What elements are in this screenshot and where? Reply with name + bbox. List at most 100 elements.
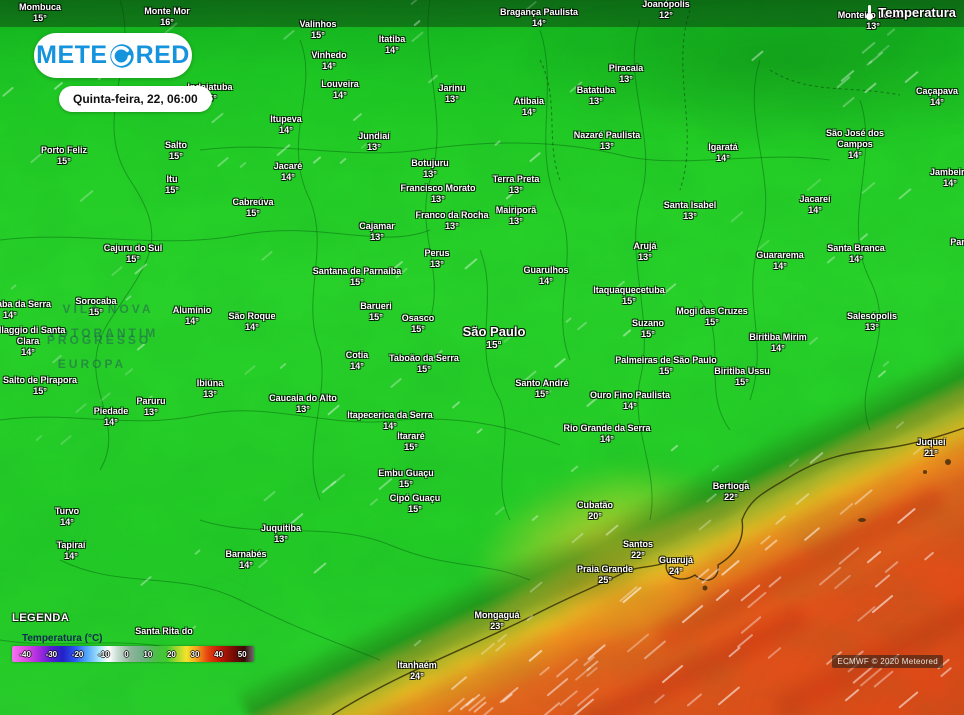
city-name: Guararema (756, 250, 804, 260)
city-label: Cubatão 20° (577, 500, 613, 522)
city-name: Guarujá (658, 555, 694, 565)
city-label: Joanópolis 12° (642, 0, 690, 21)
city-label: Praia Grande 25° (577, 564, 633, 586)
city-name: Praia Grande (576, 564, 634, 574)
wind-streak (842, 95, 856, 108)
city-label: Piedade 14° (94, 406, 129, 428)
city-name: Cajuru do Sul (103, 243, 163, 253)
city-temperature: 15° (57, 155, 71, 166)
forecast-datetime-chip[interactable]: Quinta-feira, 22, 06:00 (59, 86, 212, 112)
city-label: Arujá 13° (633, 241, 656, 263)
city-label: Itararé 15° (397, 431, 425, 453)
city-label: São Roque 14° (228, 311, 275, 333)
legend-panel: LEGENDA Temperatura (°C) -40 -30 -20 -10 0 10… (12, 612, 254, 662)
wind-streak (775, 515, 787, 526)
city-name: Itatiba (378, 34, 406, 44)
city-temperature: 15° (641, 328, 655, 339)
city-name: Cajamar (359, 221, 395, 231)
city-name: Joanópolis (642, 0, 690, 9)
city-name: Jacaré (273, 161, 303, 171)
wind-streak (321, 480, 337, 494)
city-label: Salto 15° (165, 140, 187, 162)
city-temperature: 14° (64, 550, 78, 561)
wind-streak (278, 362, 287, 370)
wind-streak (555, 658, 579, 679)
city-temperature: 15° (411, 323, 425, 334)
wind-streak (751, 51, 764, 62)
city-name: Mombuca (18, 2, 62, 12)
city-temperature: 14° (773, 260, 787, 271)
city-name: Itararé (397, 431, 425, 441)
legend-scale-label: Temperatura (°C) (22, 633, 103, 644)
wind-streak (838, 546, 860, 565)
wind-streak (526, 614, 534, 622)
city-label: Ibiúna 13° (197, 378, 224, 400)
wind-streak (871, 594, 895, 614)
legend-tick: 30 (190, 649, 200, 659)
wind-streak (863, 82, 877, 94)
city-label: Ouro Fino Paulista 14° (590, 390, 670, 412)
wind-streak (427, 73, 438, 84)
wind-streak (450, 676, 468, 691)
wind-streak (877, 369, 887, 378)
wind-streak (740, 615, 762, 635)
city-label: Alumínio 14° (173, 305, 212, 327)
wind-streak (661, 664, 684, 684)
wind-streak (764, 538, 779, 551)
city-label: Juquitiba 13° (261, 523, 301, 545)
city-label: Cipó Guaçu 15° (390, 493, 441, 515)
wind-streak (559, 689, 579, 707)
city-temperature: 13° (638, 251, 652, 262)
city-temperature: 15° (311, 29, 325, 40)
city-temperature: 15° (950, 248, 964, 259)
wind-streak (587, 644, 607, 661)
legend-tick: 0 (124, 649, 129, 659)
layer-label-text: Temperatura (878, 5, 956, 20)
city-label: Jacaré 14° (274, 161, 303, 183)
wind-streak (670, 444, 679, 452)
city-label: Santana de Parnaíba 15° (313, 266, 402, 288)
city-label: Igaratá 14° (708, 142, 738, 164)
city-name: Embu Guaçu (378, 468, 434, 478)
wind-streak (795, 492, 811, 505)
city-label: Jarinu 13° (438, 83, 465, 105)
city-label: Itatiba 14° (379, 34, 406, 56)
city-name: Santo André (515, 378, 569, 388)
wind-streak (711, 464, 720, 472)
wind-streak (413, 639, 422, 647)
layer-label[interactable]: Temperatura (865, 5, 956, 20)
wind-streak (529, 580, 544, 593)
city-temperature: 15° (126, 253, 140, 264)
city-temperature: 14° (623, 400, 637, 411)
city-label: Santo André 15° (515, 378, 568, 400)
city-name: Piedade (93, 406, 129, 416)
city-label: Paraibuna15° (950, 237, 964, 259)
city-temperature: 14° (104, 416, 118, 427)
city-temperature: 24° (410, 670, 424, 681)
city-name: Igaratá (708, 142, 738, 152)
city-label: Turvo 14° (55, 506, 79, 528)
north-terrain-shading (0, 0, 964, 27)
city-label: Itanhaém 24° (397, 660, 437, 682)
city-name: Jambeiro (929, 167, 964, 177)
legend-title: LEGENDA (12, 612, 70, 624)
attribution-label: ECMWF © 2020 Meteored (832, 655, 943, 668)
city-name: Santa Rita do (135, 626, 193, 636)
city-temperature: 12° (659, 9, 673, 20)
city-temperature: 14° (849, 253, 863, 264)
city-temperature: 14° (60, 516, 74, 527)
city-name: Ibiúna (196, 378, 224, 388)
wind-streak (859, 233, 868, 242)
logo-text-left: METE (36, 41, 108, 69)
wind-streak (866, 59, 874, 67)
wind-streak (565, 317, 573, 324)
city-label: Jambeiro14° (930, 167, 964, 189)
city-name: Arujá (633, 241, 657, 251)
city-name: Franco da Rocha (415, 210, 489, 220)
city-name: Batatuba (576, 85, 616, 95)
city-temperature: 15° (417, 363, 431, 374)
wind-streak (767, 646, 782, 659)
city-temperature: 14° (943, 177, 957, 188)
